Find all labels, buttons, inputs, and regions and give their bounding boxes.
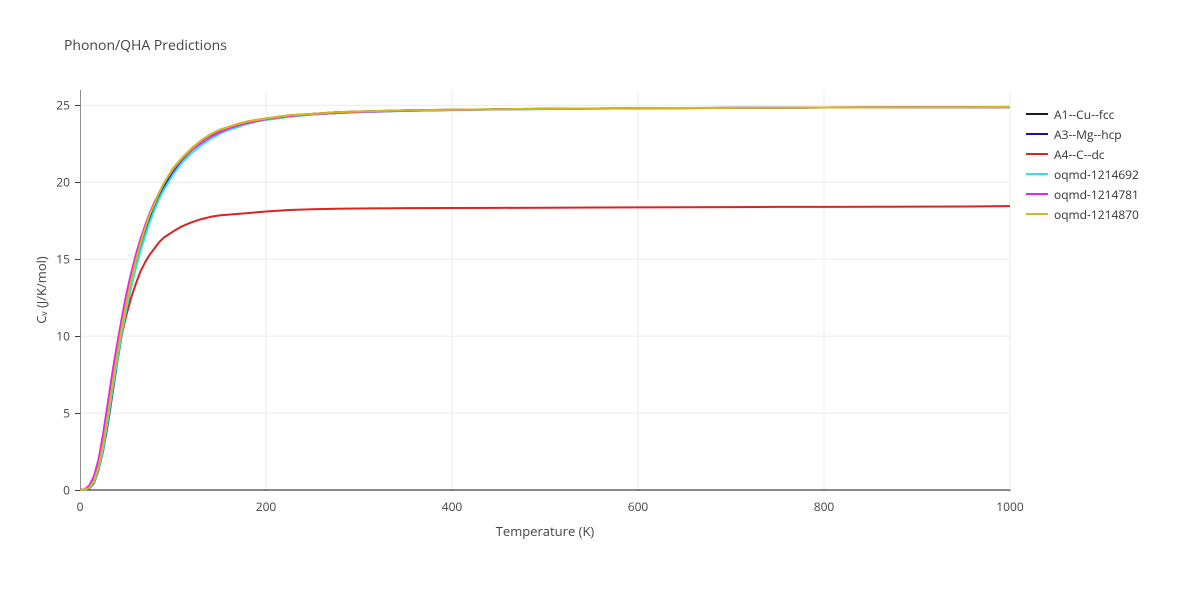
x-tick-label: 800: [814, 498, 835, 515]
legend-item[interactable]: A1--Cu--fcc: [1026, 104, 1139, 124]
legend-item[interactable]: oqmd-1214692: [1026, 164, 1139, 184]
x-axis-label: Temperature (K): [496, 522, 595, 540]
x-tick-label: 600: [628, 498, 649, 515]
x-tick-label: 400: [442, 498, 463, 515]
y-tick-mark: [75, 259, 80, 260]
legend-label: oqmd-1214692: [1054, 166, 1139, 183]
legend-item[interactable]: oqmd-1214781: [1026, 184, 1139, 204]
legend-swatch: [1026, 193, 1048, 195]
y-tick-mark: [75, 490, 80, 491]
legend-label: oqmd-1214870: [1054, 206, 1139, 223]
legend-swatch: [1026, 133, 1048, 135]
legend-label: A3--Mg--hcp: [1054, 126, 1122, 143]
series-line: [80, 107, 1010, 490]
y-tick-mark: [75, 182, 80, 183]
legend-swatch: [1026, 113, 1048, 115]
legend-item[interactable]: A4--C--dc: [1026, 144, 1139, 164]
y-tick-mark: [75, 336, 80, 337]
legend-item[interactable]: A3--Mg--hcp: [1026, 124, 1139, 144]
legend-label: A4--C--dc: [1054, 146, 1105, 163]
series-line: [80, 107, 1010, 490]
x-tick-label: 1000: [996, 498, 1023, 515]
y-tick-label: 0: [63, 482, 70, 499]
legend-label: A1--Cu--fcc: [1054, 106, 1114, 123]
series-line: [80, 107, 1010, 490]
y-tick-label: 25: [56, 97, 70, 114]
chart-plot-area: [80, 90, 1011, 491]
y-tick-label: 10: [56, 328, 70, 345]
chart-title: Phonon/QHA Predictions: [64, 36, 227, 55]
x-tick-label: 0: [77, 498, 84, 515]
y-tick-label: 5: [63, 405, 70, 422]
y-tick-label: 15: [56, 251, 70, 268]
legend-item[interactable]: oqmd-1214870: [1026, 204, 1139, 224]
series-line: [80, 206, 1010, 490]
y-tick-mark: [75, 413, 80, 414]
y-tick-mark: [75, 105, 80, 106]
x-tick-label: 200: [256, 498, 277, 515]
legend-swatch: [1026, 173, 1048, 175]
legend: A1--Cu--fcc A3--Mg--hcp A4--C--dc oqmd-1214…: [1026, 104, 1139, 224]
y-axis-label: Cᵥ (J/K/mol): [32, 256, 50, 324]
series-line: [80, 107, 1010, 490]
legend-swatch: [1026, 213, 1048, 215]
y-tick-label: 20: [56, 174, 70, 191]
series-line: [80, 107, 1010, 490]
legend-label: oqmd-1214781: [1054, 186, 1139, 203]
legend-swatch: [1026, 153, 1048, 155]
